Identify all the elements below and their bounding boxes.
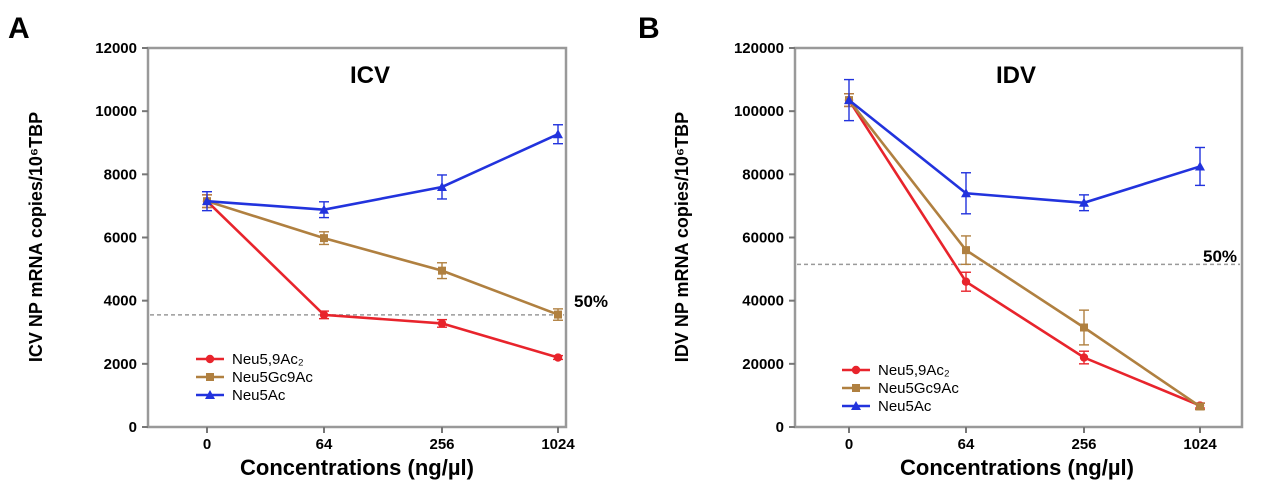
x-tick-label: 0 <box>203 436 211 453</box>
data-point <box>319 204 329 214</box>
legend-label: Neu5,9Ac₂ <box>878 362 950 379</box>
series-neu5gc9ac <box>202 194 563 321</box>
x-tick-label: 64 <box>958 436 975 453</box>
y-tick-label: 4000 <box>104 293 137 310</box>
data-point <box>202 196 212 206</box>
legend-label: Neu5Gc9Ac <box>878 380 959 397</box>
legend-marker <box>205 390 215 399</box>
data-point <box>553 353 563 362</box>
x-axis-title: Concentrations (ng/µl) <box>240 455 474 480</box>
data-point <box>1195 161 1205 171</box>
panel-label-a: A <box>8 12 30 45</box>
x-tick-label: 256 <box>429 436 454 453</box>
x-tick-label: 1024 <box>541 436 575 453</box>
x-tick-label: 256 <box>1071 436 1096 453</box>
series-line <box>206 200 559 359</box>
y-tick-label: 60000 <box>742 230 784 247</box>
legend-item: Neu5,9Ac₂ <box>842 362 950 379</box>
data-point <box>437 319 447 328</box>
y-axis-title: IDV NP mRNA copies/10⁶TBP <box>672 112 692 362</box>
series-neu5ac <box>202 124 563 219</box>
data-point <box>844 95 854 105</box>
data-point <box>961 277 971 286</box>
chart-title: ICV <box>350 62 390 89</box>
y-tick-label: 8000 <box>104 166 137 183</box>
series-line <box>206 199 559 316</box>
x-axis-title: Concentrations (ng/µl) <box>900 455 1134 480</box>
data-point <box>1079 197 1089 207</box>
legend-label: Neu5Ac <box>232 387 286 404</box>
legend-label: Neu5Gc9Ac <box>232 369 313 386</box>
y-tick-label: 80000 <box>742 166 784 183</box>
chart-idv: 0 20000 40000 60000 80000 100000 120000 0 64 256 1… <box>672 40 1244 480</box>
legend-item: Neu5Ac <box>196 387 286 404</box>
data-point <box>961 188 971 198</box>
y-axis-title: ICV NP mRNA copies/10⁶TBP <box>26 112 46 362</box>
legend-marker <box>851 365 861 375</box>
data-point <box>553 129 563 139</box>
chart-icv: 0 2000 4000 6000 8000 10000 12000 0 64 256 1024 50%… <box>26 40 608 480</box>
x-tick-label: 64 <box>316 436 333 453</box>
reference-line-label: 50% <box>574 292 608 311</box>
x-tick-label: 0 <box>845 436 853 453</box>
x-tick-label: 1024 <box>1183 436 1217 453</box>
reference-line-label: 50% <box>1203 247 1237 266</box>
data-point <box>1080 323 1088 332</box>
y-tick-label: 10000 <box>95 103 137 120</box>
legend-marker <box>851 401 861 410</box>
legend-label: Neu5Ac <box>878 398 932 415</box>
series-line <box>847 99 1201 408</box>
data-point <box>438 266 446 275</box>
legend-marker <box>205 354 215 364</box>
series-neu5-9ac- <box>202 194 563 362</box>
series-line <box>206 133 559 212</box>
legend-item: Neu5Gc9Ac <box>842 380 959 397</box>
legend-label: Neu5,9Ac₂ <box>232 351 304 368</box>
legend-marker <box>852 384 860 392</box>
y-tick-label: 2000 <box>104 356 137 373</box>
y-tick-label: 6000 <box>104 230 137 247</box>
series-line <box>848 99 1201 205</box>
series-neu5ac <box>844 78 1205 215</box>
legend-item: Neu5Ac <box>842 398 932 415</box>
y-tick-label: 20000 <box>742 356 784 373</box>
data-point <box>319 310 329 320</box>
data-point <box>1079 353 1089 362</box>
data-point <box>1196 402 1204 411</box>
data-point <box>320 234 328 243</box>
chart-title: IDV <box>996 62 1036 89</box>
y-tick-label: 12000 <box>95 40 137 57</box>
y-tick-label: 40000 <box>742 293 784 310</box>
data-point <box>554 310 562 319</box>
legend-marker <box>206 373 214 381</box>
data-point <box>437 181 447 191</box>
series-line <box>847 99 1201 407</box>
y-tick-label: 0 <box>129 419 137 436</box>
y-tick-label: 100000 <box>734 103 784 120</box>
y-tick-label: 0 <box>776 419 784 436</box>
data-point <box>962 246 970 255</box>
y-tick-label: 120000 <box>734 40 784 57</box>
plot-frame <box>146 46 568 429</box>
legend-item: Neu5,9Ac₂ <box>196 351 304 368</box>
panel-label-b: B <box>638 12 660 45</box>
legend-item: Neu5Gc9Ac <box>196 369 313 386</box>
